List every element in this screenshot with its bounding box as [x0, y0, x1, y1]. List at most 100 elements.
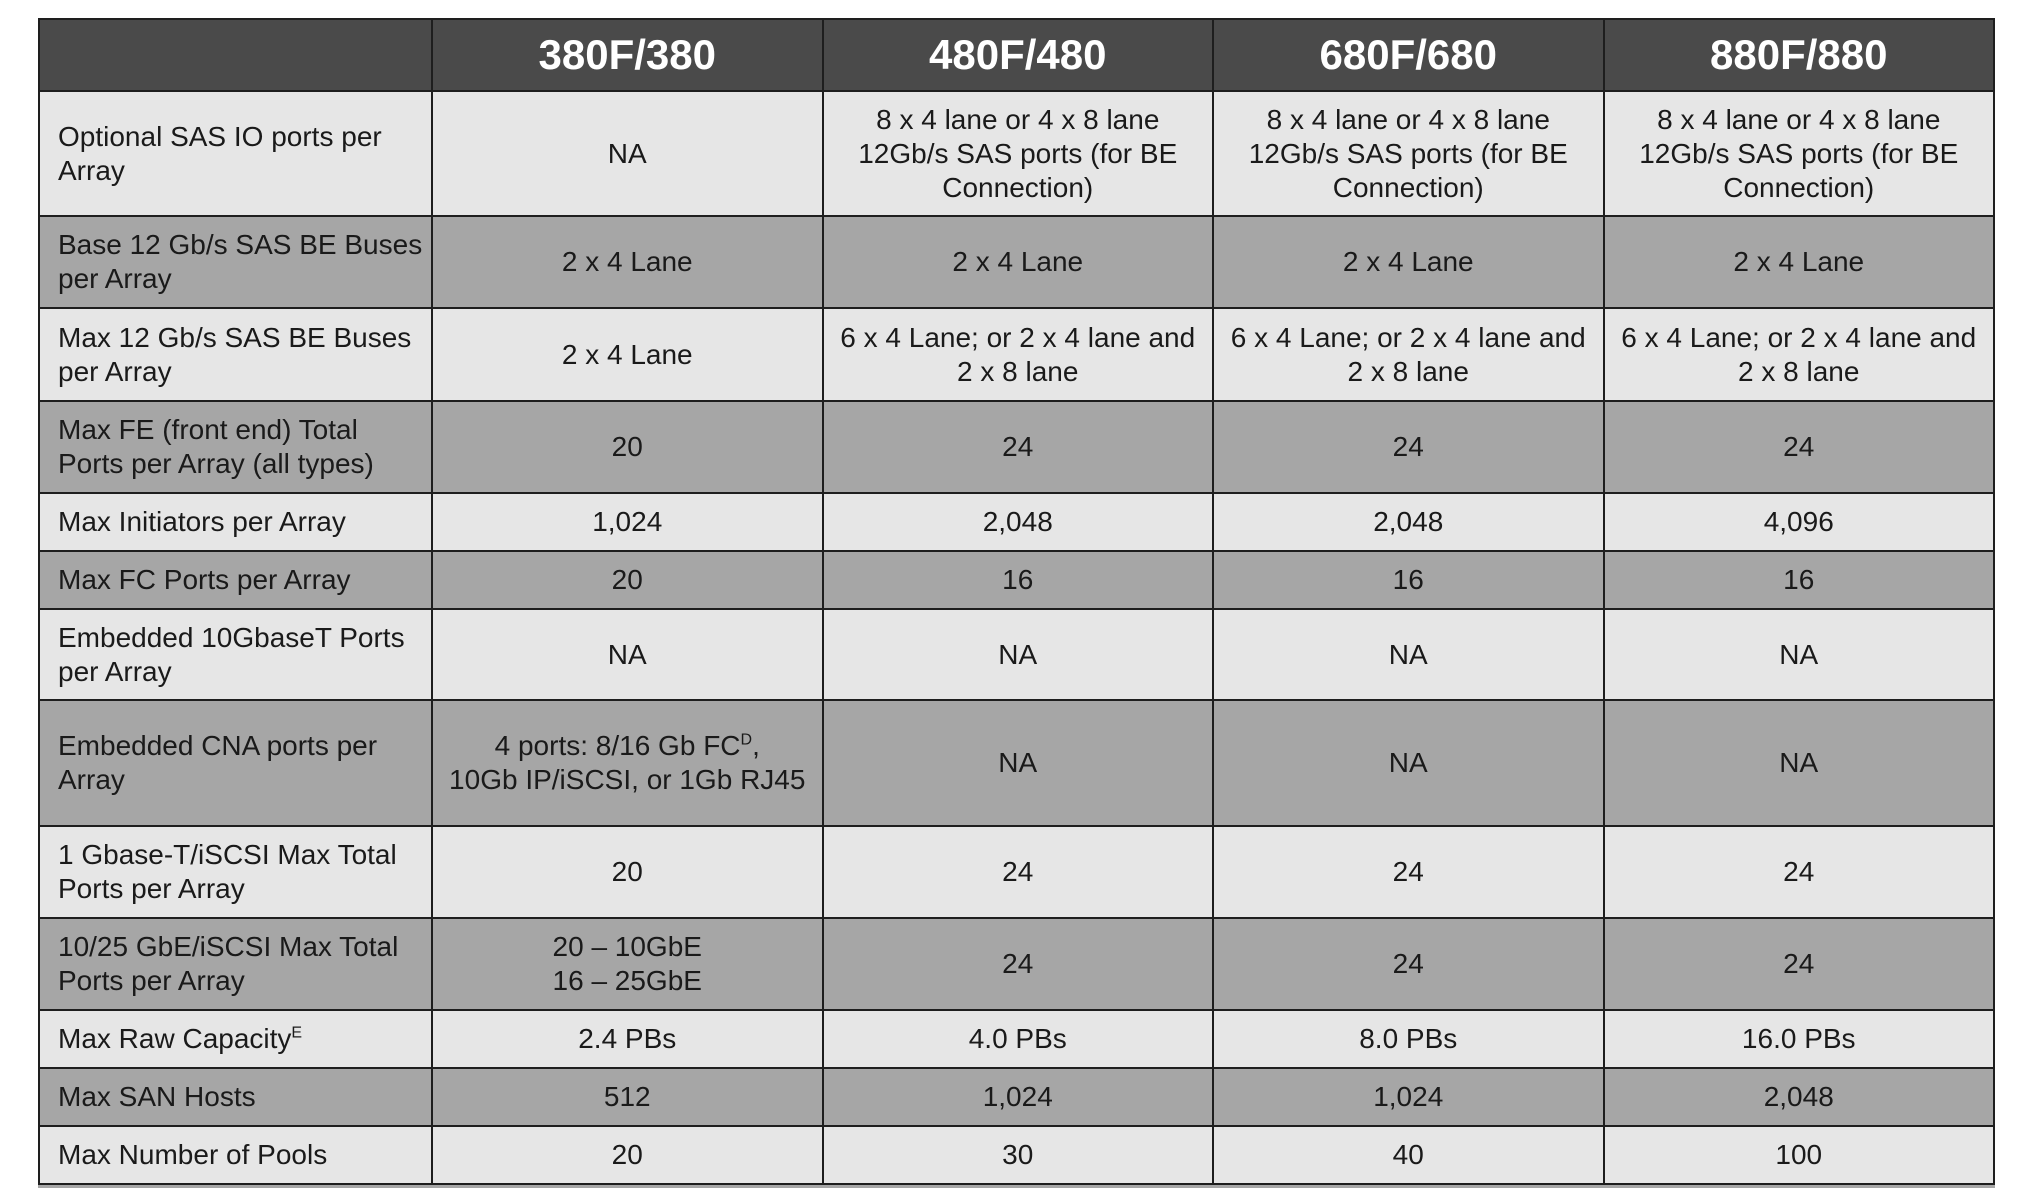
table-cell: 2 x 4 Lane	[1212, 215, 1605, 309]
row-label: Max 12 Gb/s SAS BE Buses per Array	[38, 307, 433, 402]
row-label-text: Max 12 Gb/s SAS BE Buses per Array	[58, 321, 412, 387]
table-cell: 2,048	[821, 492, 1214, 552]
table-row: Max FE (front end) Total Ports per Array…	[38, 400, 1995, 494]
table-cell: 20	[431, 550, 824, 610]
cell-text: 20 – 10GbE	[552, 931, 702, 962]
table-cell: NA	[431, 90, 824, 217]
header-cell-680: 680F/680	[1212, 18, 1605, 92]
table-cell: NA	[431, 608, 824, 701]
cell-text: 20	[611, 1139, 643, 1170]
cell-text: NA	[1779, 638, 1819, 670]
cell-text: 16	[1783, 564, 1815, 595]
cell-text: 4.0 PBs	[968, 1023, 1067, 1054]
cell-text: 4 ports: 8/16 Gb FC	[494, 730, 741, 761]
table-cell: NA	[821, 608, 1214, 701]
cell-text: NA	[1779, 747, 1819, 778]
header-cell-empty	[38, 18, 433, 92]
row-label-text: Max Raw Capacity	[58, 1023, 292, 1054]
table-cell: 8.0 PBs	[1212, 1009, 1605, 1069]
table-row: Max FC Ports per Array 20 16 16 16	[38, 550, 1995, 610]
cell-text: 100	[1775, 1139, 1823, 1170]
cell-text: 6 x 4 Lane; or 2 x 4 lane and 2 x 8 lane	[840, 321, 1196, 387]
cell-text: 6 x 4 Lane; or 2 x 4 lane and 2 x 8 lane	[1621, 321, 1977, 387]
table-cell: 8 x 4 lane or 4 x 8 lane 12Gb/s SAS port…	[821, 90, 1214, 217]
row-label: Optional SAS IO ports per Array	[38, 90, 433, 217]
row-label-text: Max Number of Pools	[58, 1139, 328, 1170]
row-label: Max Initiators per Array	[38, 492, 433, 552]
row-label-text: Max Initiators per Array	[58, 506, 346, 537]
table-row: Optional SAS IO ports per Array NA 8 x 4 l…	[38, 90, 1995, 217]
footnote-marker: E	[291, 1024, 303, 1042]
table-cell: 20	[431, 1125, 824, 1185]
cell-text-continued: 16 – 25GbE	[552, 965, 702, 996]
row-label: Base 12 Gb/s SAS BE Buses per Array	[38, 215, 433, 309]
cell-text: 2 x 4 Lane	[561, 338, 693, 370]
table-cell: 20	[431, 825, 824, 919]
cell-text: 8.0 PBs	[1359, 1023, 1458, 1054]
table-cell: NA	[1602, 699, 1995, 827]
cell-text: 1,024	[592, 506, 663, 537]
cell-text: 24	[1002, 856, 1034, 887]
header-cell-380: 380F/380	[431, 18, 824, 92]
cell-text: 8 x 4 lane or 4 x 8 lane 12Gb/s SAS port…	[1248, 103, 1568, 203]
table-cell: 2.4 PBs	[431, 1009, 824, 1069]
cell-text: 16.0 PBs	[1741, 1023, 1856, 1054]
table-cell: 512	[431, 1067, 824, 1127]
cell-text: 2,048	[982, 506, 1053, 537]
table-cell: 24	[1602, 400, 1995, 494]
row-label-text: Max FC Ports per Array	[58, 564, 351, 595]
cell-text: 2,048	[1373, 506, 1444, 537]
cell-text: 24	[1783, 431, 1815, 462]
cell-text: NA	[1388, 747, 1428, 778]
table-row: Embedded 10GbaseT Ports per Array NA NA NA N…	[38, 608, 1995, 701]
table-cell: NA	[1212, 699, 1605, 827]
cell-text: 2 x 4 Lane	[561, 246, 693, 277]
row-label: Embedded 10GbaseT Ports per Array	[38, 608, 433, 701]
table-row: Max Initiators per Array 1,024 2,048 2,048 4…	[38, 492, 1995, 552]
table-cell: 100	[1602, 1125, 1995, 1185]
row-label-text: Max SAN Hosts	[58, 1081, 256, 1112]
table-cell: 2 x 4 Lane	[821, 215, 1214, 309]
table-row: Max 12 Gb/s SAS BE Buses per Array 2 x 4 …	[38, 307, 1995, 402]
cell-text: 24	[1002, 431, 1034, 462]
table-cell: 16	[1212, 550, 1605, 610]
cell-text: NA	[607, 638, 647, 670]
cell-text-continued: 10Gb IP/iSCSI, or 1Gb RJ45	[449, 764, 806, 795]
cell-text: 2 x 4 Lane	[1342, 246, 1474, 277]
cell-text: 20	[611, 431, 643, 462]
table-cell: 2,048	[1602, 1067, 1995, 1127]
row-label: 1 Gbase-T/iSCSI Max Total Ports per Arra…	[38, 825, 433, 919]
row-label-text: Max FE (front end) Total Ports per Array…	[58, 414, 374, 479]
cell-text: NA	[998, 747, 1038, 778]
cell-text: 2 x 4 Lane	[952, 246, 1084, 277]
row-label-text: 1 Gbase-T/iSCSI Max Total Ports per Arra…	[58, 839, 397, 904]
table-cell: 4.0 PBs	[821, 1009, 1214, 1069]
cell-text: NA	[607, 137, 647, 169]
table-cell: NA	[1602, 608, 1995, 701]
table-cell: 6 x 4 Lane; or 2 x 4 lane and 2 x 8 lane	[1212, 307, 1605, 402]
table-cell: 2 x 4 Lane	[431, 215, 824, 309]
cell-text: 20	[611, 856, 643, 887]
table-row: 1 Gbase-T/iSCSI Max Total Ports per Arra…	[38, 825, 1995, 919]
table-cell: 24	[821, 400, 1214, 494]
table-row: Embedded CNA ports per Array 4 ports: 8/1…	[38, 699, 1995, 827]
table-cell: 2 x 4 Lane	[431, 307, 824, 402]
table-cell: NA	[1212, 608, 1605, 701]
table-row: 10/25 GbE/iSCSI Max Total Ports per Arra…	[38, 917, 1995, 1011]
header-row: 380F/380 480F/480 680F/680 880F/880	[38, 18, 1995, 92]
cell-text: NA	[1388, 638, 1428, 670]
footnote-marker: D	[740, 731, 753, 749]
row-label-text: Embedded 10GbaseT Ports per Array	[58, 621, 405, 687]
table-row: Max Raw CapacityE 2.4 PBs 4.0 PBs 8.0 PBs 16…	[38, 1009, 1995, 1069]
cell-text: 24	[1392, 948, 1424, 979]
header-cell-880: 880F/880	[1602, 18, 1995, 92]
row-label: 10/25 GbE/iSCSI Max Total Ports per Arra…	[38, 917, 433, 1011]
table-cell: 24	[1212, 825, 1605, 919]
table-cell: 16.0 PBs	[1602, 1009, 1995, 1069]
table-cell: 30	[821, 1125, 1214, 1185]
table-cell: 1,024	[431, 492, 824, 552]
table-cell: 8 x 4 lane or 4 x 8 lane 12Gb/s SAS port…	[1212, 90, 1605, 217]
table-cell: 24	[821, 917, 1214, 1011]
cell-text: 24	[1002, 948, 1034, 979]
table-cell: 24	[821, 825, 1214, 919]
